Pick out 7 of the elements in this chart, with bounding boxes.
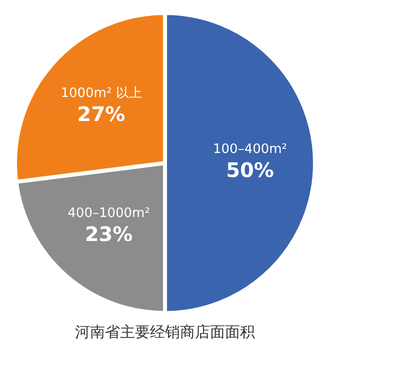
data-label: 27% — [77, 102, 126, 126]
data-label: 50% — [226, 158, 274, 182]
slice-label: 1000m² 以上 — [60, 86, 142, 101]
slice-label: 100–400m² — [212, 142, 288, 157]
text: 河南省主要经销商店面面积 — [75, 323, 255, 341]
data-label: 23% — [84, 222, 133, 246]
slice-label: 400–1000m² — [68, 206, 150, 221]
